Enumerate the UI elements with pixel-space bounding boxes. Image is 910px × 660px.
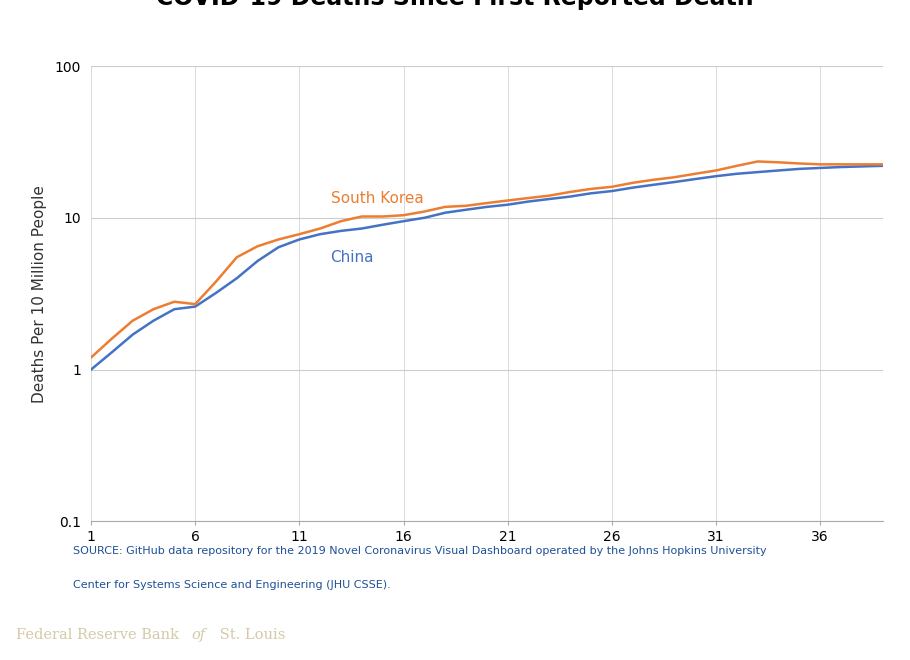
Text: St. Louis: St. Louis — [215, 628, 285, 642]
Y-axis label: Deaths Per 10 Million People: Deaths Per 10 Million People — [32, 185, 46, 403]
Text: South Korea: South Korea — [330, 191, 423, 205]
Text: Federal Reserve Bank: Federal Reserve Bank — [16, 628, 184, 642]
Text: Center for Systems Science and Engineering (JHU CSSE).: Center for Systems Science and Engineeri… — [73, 580, 390, 590]
Text: China: China — [330, 249, 374, 265]
Text: SOURCE: GitHub data repository for the 2019 Novel Coronavirus Visual Dashboard o: SOURCE: GitHub data repository for the 2… — [73, 546, 766, 556]
Text: COVID-19 Deaths Since First Reported Death: COVID-19 Deaths Since First Reported Dea… — [157, 0, 753, 10]
Text: of: of — [191, 628, 206, 642]
